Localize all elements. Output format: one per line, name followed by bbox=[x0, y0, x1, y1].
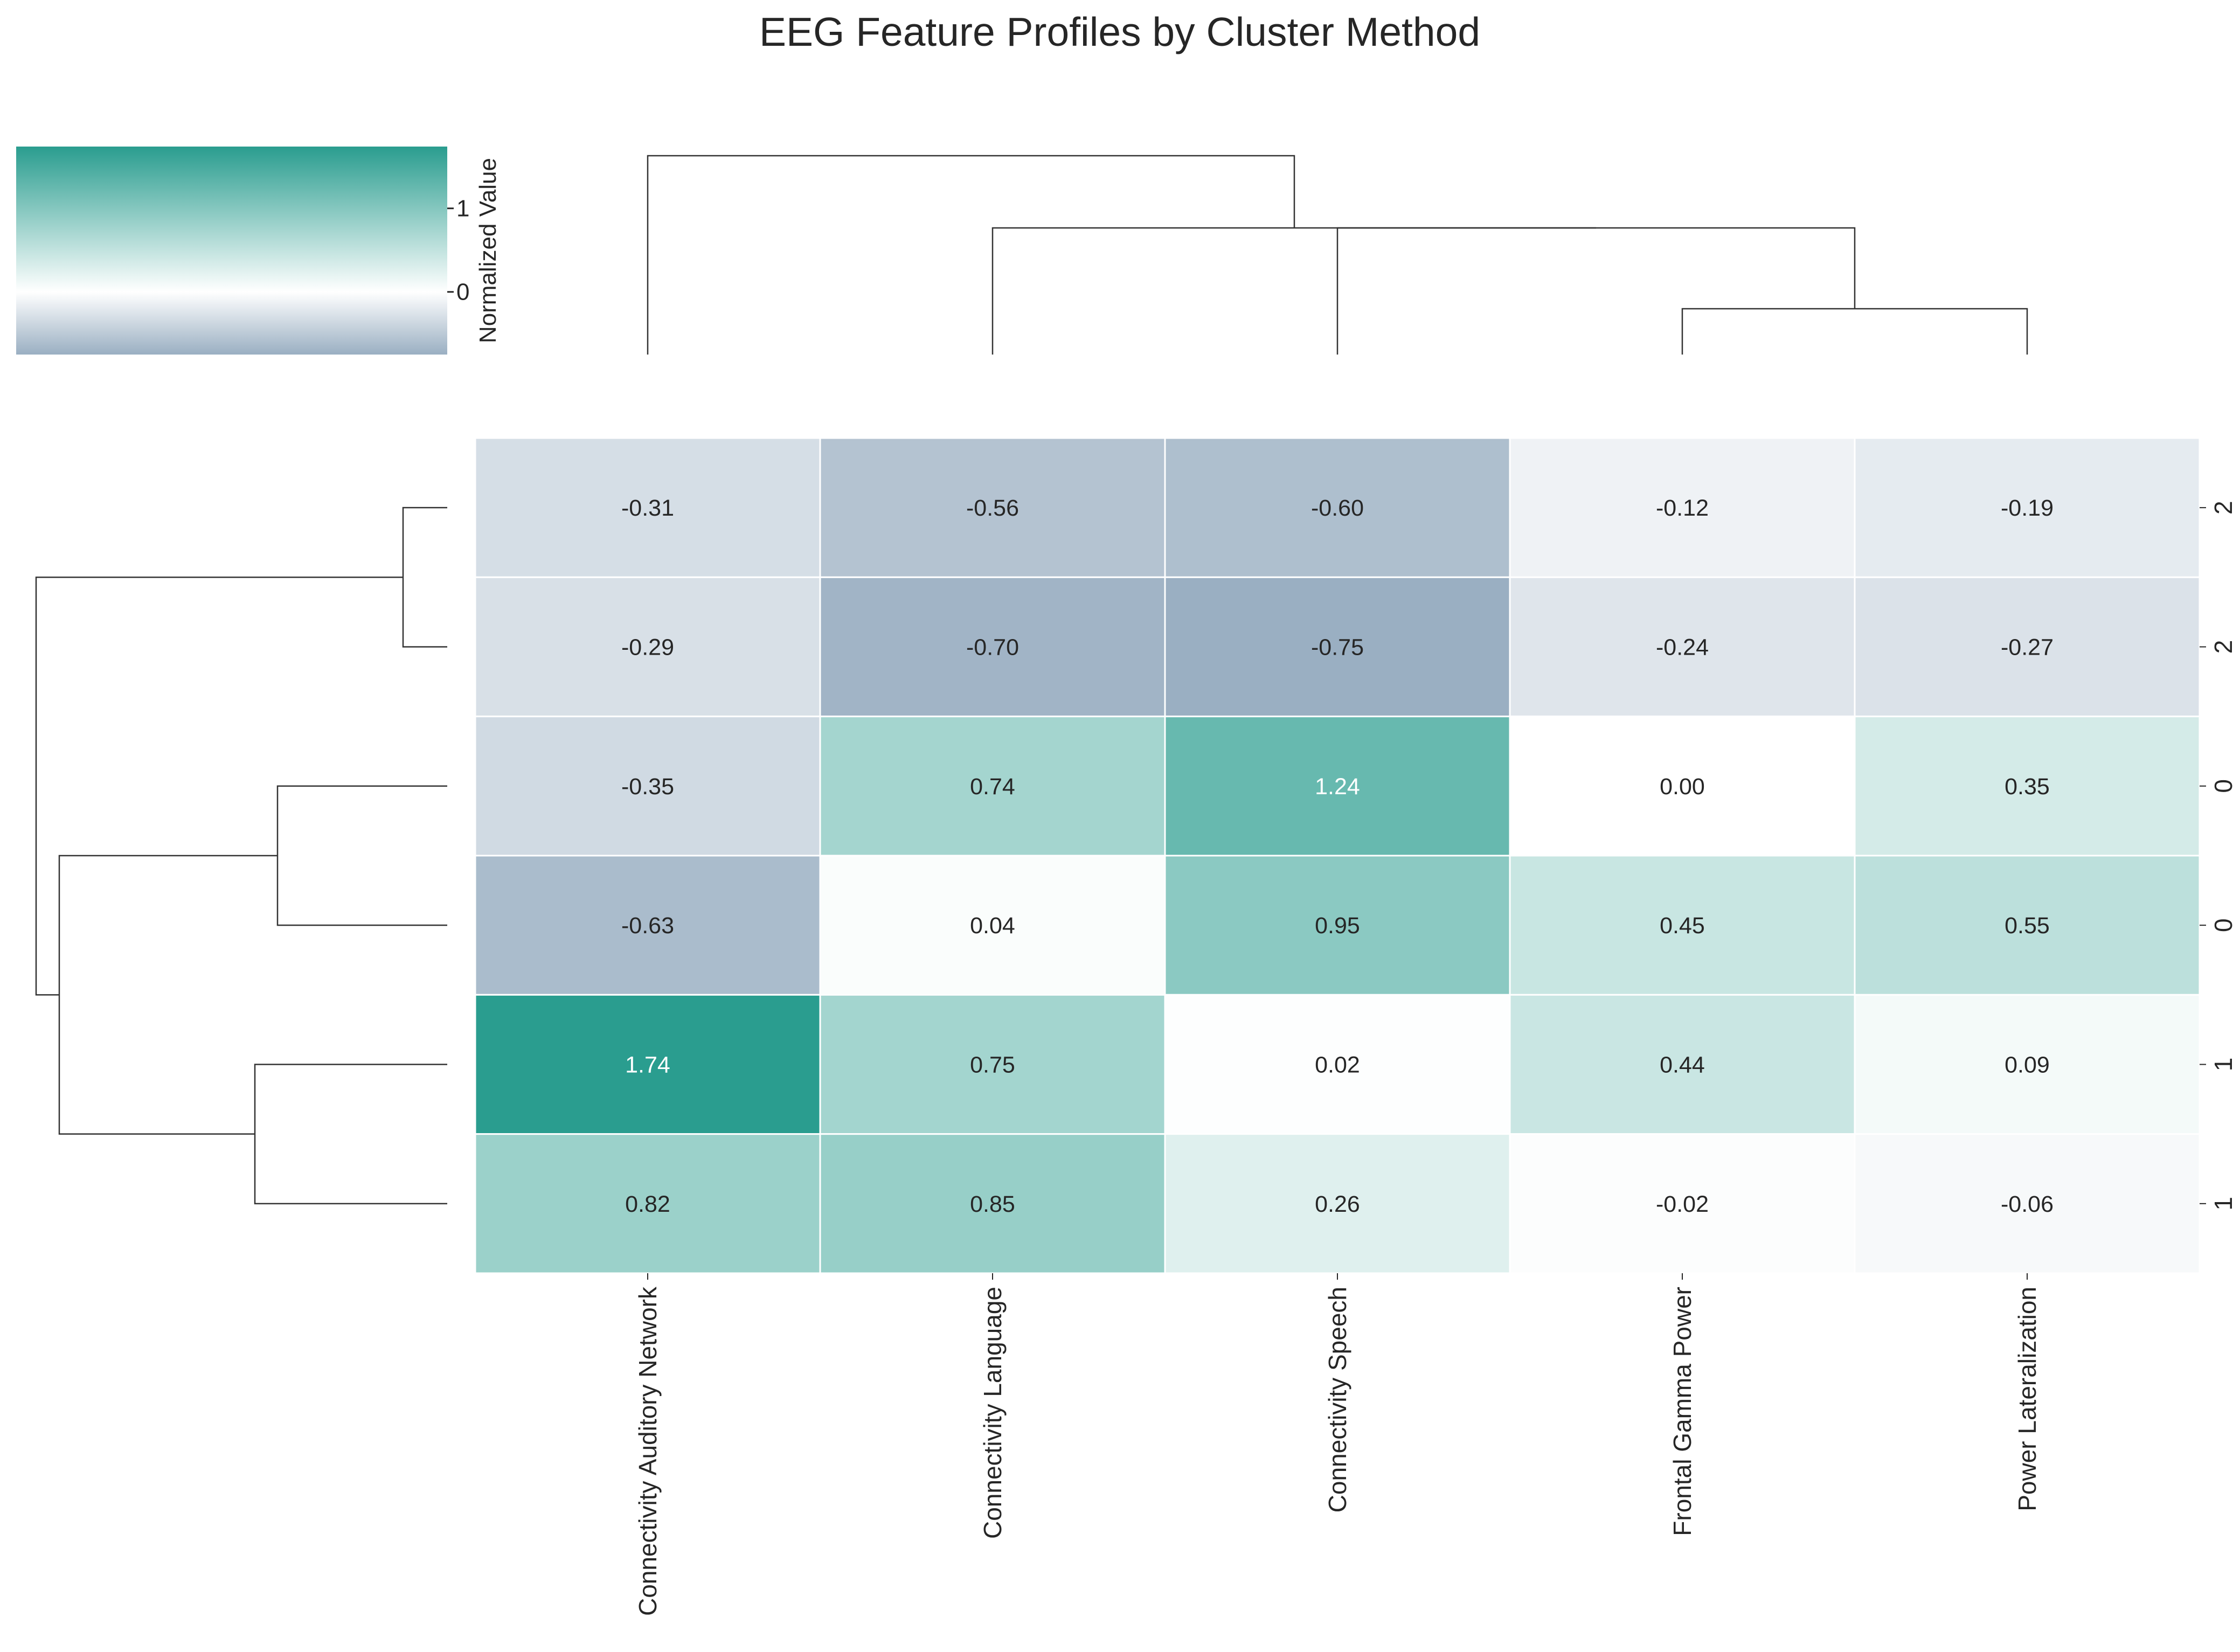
column-labels: Connectivity Auditory Network Connectivit… bbox=[634, 1273, 2041, 1616]
cell-value-label: -0.60 bbox=[1311, 495, 1364, 521]
cell-value-label: -0.63 bbox=[621, 913, 674, 939]
heatmap-cell bbox=[1854, 1133, 2201, 1274]
cell-value-label: 1.24 bbox=[1315, 774, 1360, 800]
heatmap-cell bbox=[1164, 576, 1511, 718]
heatmap-cell bbox=[819, 716, 1166, 857]
row-label: 0 bbox=[2209, 779, 2237, 793]
column-label: Connectivity Auditory Network bbox=[634, 1286, 662, 1616]
cell-value-label: -0.06 bbox=[2001, 1191, 2054, 1217]
column-dendrogram-link bbox=[647, 155, 1295, 355]
row-label: 1 bbox=[2209, 1197, 2237, 1211]
heatmap-cell bbox=[1854, 994, 2201, 1135]
column-label: Connectivity Language bbox=[979, 1287, 1007, 1539]
column-dendrogram-link bbox=[991, 227, 1596, 355]
cell-value-label: 0.74 bbox=[970, 774, 1015, 800]
cell-value-label: 0.09 bbox=[2005, 1052, 2050, 1078]
chart-title: EEG Feature Profiles by Cluster Method bbox=[759, 9, 1480, 54]
column-dendrogram-link bbox=[1336, 227, 1856, 355]
cell-value-label: -0.19 bbox=[2001, 495, 2054, 521]
cell-value-label: 0.02 bbox=[1315, 1052, 1360, 1078]
cell-value-label: 0.44 bbox=[1660, 1052, 1705, 1078]
heatmap-cell bbox=[1509, 855, 1856, 996]
heatmap-cell bbox=[1164, 716, 1511, 857]
colorbar-tick-label: 0 bbox=[456, 279, 469, 306]
cell-value-label: 0.85 bbox=[970, 1191, 1015, 1217]
cell-value-label: 0.04 bbox=[970, 913, 1015, 939]
row-label: 2 bbox=[2209, 501, 2237, 515]
colorbar: 01 Normalized Value bbox=[16, 147, 501, 355]
heatmap-cell bbox=[1509, 576, 1856, 718]
row-label: 0 bbox=[2209, 918, 2237, 932]
heatmap-cells: -0.31 -0.56 -0.60 -0.12 -0.19 -0.29 -0.70 -0.75… bbox=[474, 437, 2201, 1274]
column-label: Connectivity Speech bbox=[1323, 1287, 1351, 1512]
heatmap-cell bbox=[1509, 1133, 1856, 1274]
heatmap-cell bbox=[1854, 716, 2201, 857]
cell-value-label: -0.02 bbox=[1656, 1191, 1709, 1217]
cell-value-label: 0.26 bbox=[1315, 1191, 1360, 1217]
cell-value-label: 0.00 bbox=[1660, 774, 1705, 800]
heatmap-cell bbox=[1854, 855, 2201, 996]
cell-value-label: 0.95 bbox=[1315, 913, 1360, 939]
cell-value-label: -0.27 bbox=[2001, 635, 2054, 661]
column-label: Frontal Gamma Power bbox=[1668, 1287, 1696, 1536]
heatmap-cell bbox=[1164, 855, 1511, 996]
cell-value-label: -0.35 bbox=[621, 774, 674, 800]
cell-value-label: -0.29 bbox=[621, 635, 674, 661]
row-label: 1 bbox=[2209, 1058, 2237, 1072]
cell-value-label: 1.74 bbox=[625, 1052, 670, 1078]
colorbar-ticks: 01 bbox=[447, 196, 469, 306]
heatmap-cell bbox=[474, 437, 821, 578]
heatmap-cell bbox=[474, 855, 821, 996]
row-label: 2 bbox=[2209, 640, 2237, 654]
cell-value-label: 0.82 bbox=[625, 1191, 670, 1217]
cell-value-label: -0.31 bbox=[621, 495, 674, 521]
row-dendrogram-link bbox=[402, 506, 447, 648]
cell-value-label: -0.70 bbox=[966, 635, 1019, 661]
heatmap-cell bbox=[1854, 576, 2201, 718]
colorbar-label: Normalized Value bbox=[475, 158, 501, 343]
cell-value-label: 0.45 bbox=[1660, 913, 1705, 939]
cell-value-label: 0.35 bbox=[2005, 774, 2050, 800]
heatmap-cell bbox=[1509, 437, 1856, 578]
column-label: Power Lateralization bbox=[2013, 1287, 2041, 1511]
heatmap-cell bbox=[819, 437, 1166, 578]
heatmap-cell bbox=[1509, 716, 1856, 857]
column-dendrogram bbox=[647, 155, 2028, 355]
row-dendrogram-link bbox=[58, 855, 278, 1135]
colorbar-gradient bbox=[16, 147, 447, 355]
heatmap-cell bbox=[819, 576, 1166, 718]
cell-value-label: -0.56 bbox=[966, 495, 1019, 521]
column-dendrogram-link bbox=[1681, 308, 2028, 355]
heatmap-cell bbox=[1509, 994, 1856, 1135]
heatmap-cell bbox=[1164, 994, 1511, 1135]
row-dendrogram-link bbox=[35, 577, 403, 996]
row-labels: 2 2 0 0 1 1 bbox=[2200, 501, 2237, 1211]
cell-value-label: -0.75 bbox=[1311, 635, 1364, 661]
row-dendrogram-link bbox=[276, 785, 447, 926]
colorbar-tick-label: 1 bbox=[456, 196, 469, 222]
cell-value-label: 0.75 bbox=[970, 1052, 1015, 1078]
row-dendrogram-link bbox=[254, 1064, 447, 1205]
row-dendrogram bbox=[35, 506, 447, 1205]
heatmap-cell bbox=[474, 1133, 821, 1274]
cell-value-label: -0.24 bbox=[1656, 635, 1709, 661]
heatmap-cell bbox=[819, 855, 1166, 996]
cell-value-label: -0.12 bbox=[1656, 495, 1709, 521]
heatmap-cell bbox=[819, 994, 1166, 1135]
heatmap-cell bbox=[1164, 437, 1511, 578]
cell-value-label: 0.55 bbox=[2005, 913, 2050, 939]
heatmap-cell bbox=[474, 994, 821, 1135]
